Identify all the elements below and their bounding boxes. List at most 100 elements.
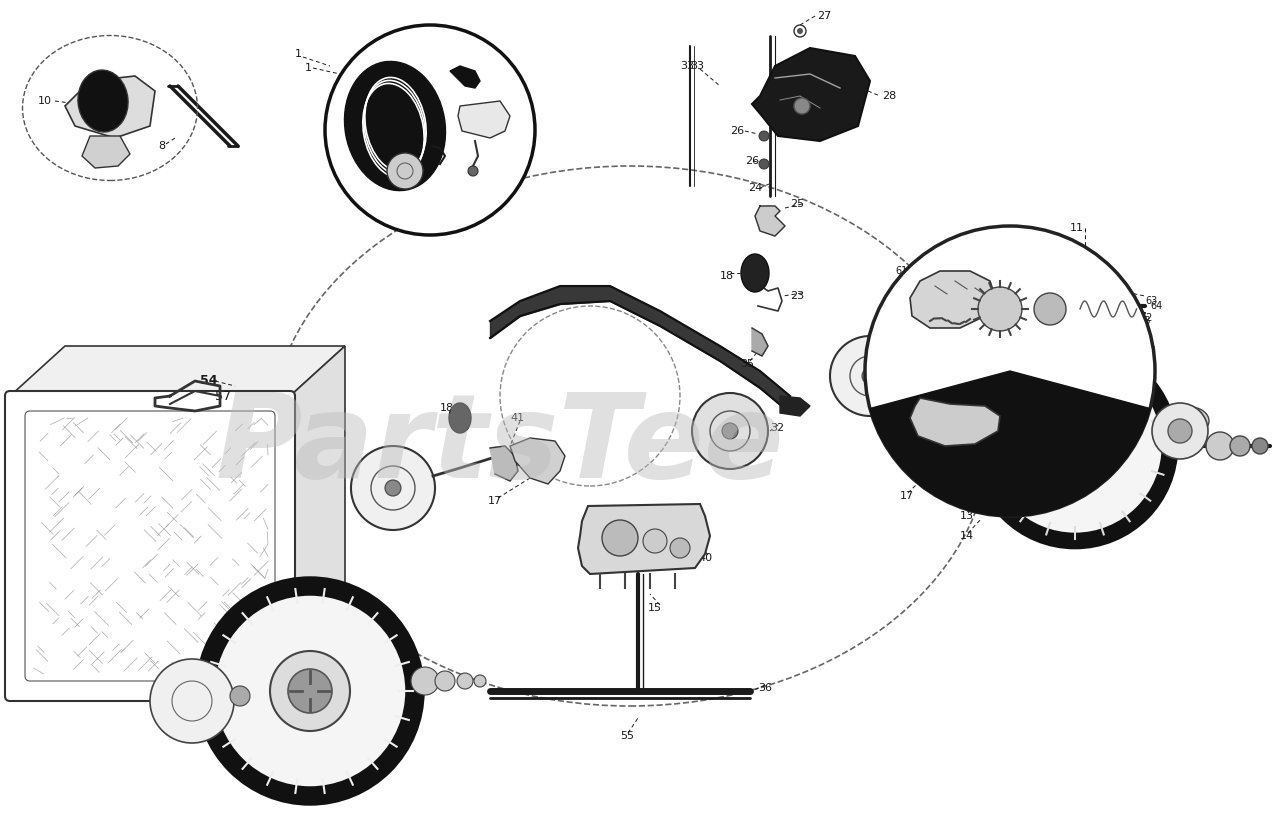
Text: 40: 40 xyxy=(698,553,712,563)
Circle shape xyxy=(722,423,739,439)
Text: 3: 3 xyxy=(419,143,425,153)
Polygon shape xyxy=(780,396,810,416)
Circle shape xyxy=(150,659,234,743)
Text: 27: 27 xyxy=(817,11,831,21)
Text: 77: 77 xyxy=(1143,346,1156,356)
Circle shape xyxy=(692,393,768,469)
Circle shape xyxy=(1206,432,1234,460)
Text: 10: 10 xyxy=(38,96,52,106)
Text: 15: 15 xyxy=(648,603,662,613)
Wedge shape xyxy=(870,371,1149,516)
Polygon shape xyxy=(10,346,346,396)
Text: 33: 33 xyxy=(680,61,694,71)
Circle shape xyxy=(205,586,415,796)
Text: 33: 33 xyxy=(690,61,704,71)
Text: 67: 67 xyxy=(905,303,918,313)
Text: 38: 38 xyxy=(650,521,664,531)
Text: 16: 16 xyxy=(845,346,859,356)
Text: 7: 7 xyxy=(488,161,495,171)
Text: 12: 12 xyxy=(960,473,974,483)
Polygon shape xyxy=(451,66,480,88)
Text: 12: 12 xyxy=(960,491,974,501)
Text: 17: 17 xyxy=(488,496,502,506)
Circle shape xyxy=(230,686,250,706)
Text: 8: 8 xyxy=(157,141,165,151)
Circle shape xyxy=(759,131,769,141)
Text: 14: 14 xyxy=(963,293,974,303)
Text: 17: 17 xyxy=(938,303,950,313)
Circle shape xyxy=(1169,419,1192,443)
Text: 26: 26 xyxy=(730,126,744,136)
Text: 79: 79 xyxy=(968,423,980,433)
Circle shape xyxy=(759,159,769,169)
Text: 73: 73 xyxy=(970,456,982,466)
Circle shape xyxy=(387,153,422,189)
Circle shape xyxy=(794,98,810,114)
Circle shape xyxy=(602,520,637,556)
Circle shape xyxy=(351,446,435,530)
Text: 36: 36 xyxy=(758,683,772,693)
Ellipse shape xyxy=(449,403,471,433)
Text: 18: 18 xyxy=(440,403,454,413)
Circle shape xyxy=(865,226,1155,516)
Text: 54: 54 xyxy=(200,374,218,387)
Text: 74: 74 xyxy=(1010,446,1023,456)
Text: 18: 18 xyxy=(719,271,735,281)
Circle shape xyxy=(270,651,349,731)
Polygon shape xyxy=(509,438,564,484)
Text: 4: 4 xyxy=(440,59,447,69)
Text: 29: 29 xyxy=(1188,441,1202,451)
Text: 78: 78 xyxy=(1138,316,1151,326)
Text: 68: 68 xyxy=(905,316,918,326)
Polygon shape xyxy=(490,446,518,481)
Text: 13: 13 xyxy=(960,511,974,521)
Polygon shape xyxy=(753,48,870,141)
Circle shape xyxy=(643,529,667,553)
Circle shape xyxy=(1034,293,1066,325)
Circle shape xyxy=(980,351,1170,541)
Polygon shape xyxy=(458,101,509,138)
Circle shape xyxy=(829,336,910,416)
Text: 70: 70 xyxy=(882,346,895,356)
Text: 23: 23 xyxy=(790,291,804,301)
Text: 62: 62 xyxy=(1140,313,1152,323)
Text: 29: 29 xyxy=(228,701,242,711)
Polygon shape xyxy=(867,396,876,416)
Text: 75: 75 xyxy=(1125,329,1138,339)
FancyBboxPatch shape xyxy=(5,391,294,701)
Text: 5: 5 xyxy=(509,101,517,111)
Polygon shape xyxy=(291,346,346,696)
Text: 1: 1 xyxy=(305,63,312,73)
Ellipse shape xyxy=(741,254,769,292)
Circle shape xyxy=(411,667,439,695)
Text: 66: 66 xyxy=(905,291,918,301)
Circle shape xyxy=(861,368,878,384)
Text: 61: 61 xyxy=(895,266,908,276)
Polygon shape xyxy=(82,136,131,168)
Text: 69: 69 xyxy=(895,331,908,341)
Text: 57: 57 xyxy=(215,390,230,402)
Text: 13: 13 xyxy=(388,693,402,703)
Text: 11: 11 xyxy=(1091,331,1103,341)
Polygon shape xyxy=(579,504,710,574)
Text: 63: 63 xyxy=(1146,296,1157,306)
Text: 30: 30 xyxy=(210,721,224,731)
Ellipse shape xyxy=(1171,407,1210,435)
Polygon shape xyxy=(910,271,995,328)
Polygon shape xyxy=(910,398,1000,446)
Circle shape xyxy=(468,166,477,176)
Text: 2: 2 xyxy=(360,59,367,69)
Text: 72: 72 xyxy=(920,403,933,413)
Text: 11: 11 xyxy=(305,769,319,779)
Text: 65: 65 xyxy=(1115,341,1128,351)
Text: 53: 53 xyxy=(1110,286,1123,296)
Text: 35: 35 xyxy=(740,359,754,369)
Text: 76: 76 xyxy=(1130,399,1142,409)
Circle shape xyxy=(385,480,401,496)
Circle shape xyxy=(435,671,454,691)
Circle shape xyxy=(457,673,474,689)
Polygon shape xyxy=(753,328,768,356)
Circle shape xyxy=(1152,403,1208,459)
Polygon shape xyxy=(755,206,785,236)
Text: 9: 9 xyxy=(88,156,95,166)
